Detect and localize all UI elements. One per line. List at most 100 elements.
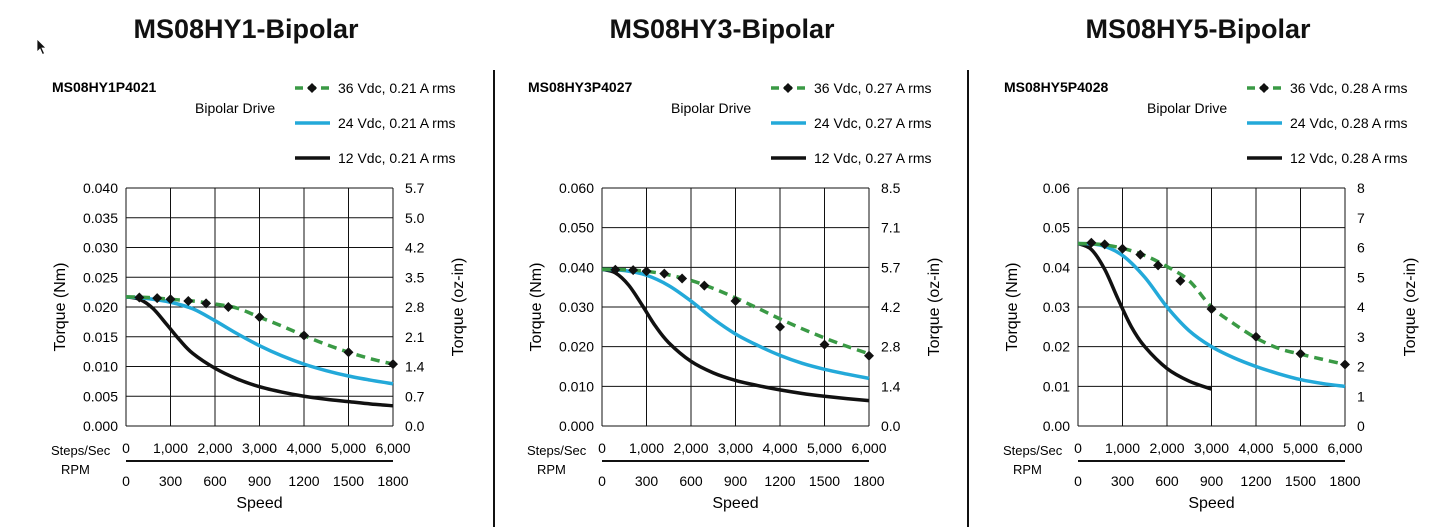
legend-label: 36 Vdc, 0.21 A rms bbox=[338, 80, 456, 96]
panel-title: MS08HY3-Bipolar bbox=[609, 14, 835, 44]
series-line bbox=[1077, 241, 1213, 391]
legend-label: 12 Vdc, 0.21 A rms bbox=[338, 150, 456, 166]
y2-tick-label: 2.8 bbox=[881, 339, 901, 355]
legend-marker bbox=[307, 83, 317, 93]
x-tick-label: 5,000 bbox=[807, 440, 842, 456]
legend-marker bbox=[783, 83, 793, 93]
x-tick-label: 0 bbox=[598, 440, 606, 456]
x-tick-label: 4,000 bbox=[286, 440, 321, 456]
y2-tick-label: 5.0 bbox=[405, 210, 425, 226]
y2-tick-label: 1.4 bbox=[405, 359, 425, 375]
y2-tick-label: 0.0 bbox=[881, 418, 901, 434]
y2-tick-label: 8 bbox=[1357, 180, 1365, 196]
data-point-marker bbox=[1295, 348, 1306, 359]
x-axis-label: Speed bbox=[236, 495, 282, 512]
y-tick-label: 0.010 bbox=[559, 378, 594, 394]
data-point-marker bbox=[165, 294, 176, 305]
data-point-marker bbox=[343, 347, 354, 358]
legend-label: 36 Vdc, 0.27 A rms bbox=[814, 80, 932, 96]
panel-divider bbox=[493, 70, 495, 527]
x-tick-label: 4,000 bbox=[762, 440, 797, 456]
legend-label: 36 Vdc, 0.28 A rms bbox=[1290, 80, 1408, 96]
chart-panel-ms08hy5: MS08HY5-Bipolar MS08HY5P4028 Bipolar Driv… bbox=[960, 0, 1436, 527]
data-point-marker bbox=[1175, 275, 1186, 286]
y-tick-label: 0.030 bbox=[559, 299, 594, 315]
x-tick-label: 3,000 bbox=[1194, 440, 1229, 456]
data-point-marker bbox=[1117, 243, 1128, 254]
x-tick-label: 5,000 bbox=[1283, 440, 1318, 456]
y2-tick-label: 5 bbox=[1357, 269, 1365, 285]
data-point-marker bbox=[201, 298, 212, 309]
x-axis-label: Speed bbox=[712, 495, 758, 512]
data-point-marker bbox=[610, 264, 621, 275]
y-tick-label: 0.035 bbox=[83, 210, 118, 226]
rpm-tick-label: 900 bbox=[724, 473, 748, 489]
chart-panel-ms08hy1: MS08HY1-Bipolar MS08HY1P4021 Bipolar Driv… bbox=[8, 0, 484, 527]
rpm-tick-label: 300 bbox=[1111, 473, 1135, 489]
rpm-tick-label: 600 bbox=[203, 473, 227, 489]
x-tick-label: 2,000 bbox=[197, 440, 232, 456]
rpm-tick-label: 1500 bbox=[1285, 473, 1316, 489]
y2-tick-label: 5.7 bbox=[405, 180, 425, 196]
y-tick-label: 0.060 bbox=[559, 180, 594, 196]
rpm-tick-label: 300 bbox=[635, 473, 659, 489]
rpm-tick-label: 1200 bbox=[1240, 473, 1271, 489]
series-line bbox=[601, 267, 870, 403]
y-tick-label: 0.015 bbox=[83, 329, 118, 345]
series-line bbox=[125, 295, 394, 408]
legend-label: 24 Vdc, 0.28 A rms bbox=[1290, 115, 1408, 131]
rpm-tick-label: 1800 bbox=[1329, 473, 1360, 489]
y-tick-label: 0.05 bbox=[1043, 220, 1070, 236]
y-tick-label: 0.025 bbox=[83, 269, 118, 285]
rpm-tick-label: 0 bbox=[598, 473, 606, 489]
x-row-label-steps: Steps/Sec bbox=[1003, 443, 1063, 458]
data-point-marker bbox=[659, 268, 670, 279]
chart-title: MS08HY1P4021 bbox=[52, 79, 157, 95]
x-tick-label: 0 bbox=[1074, 440, 1082, 456]
y-tick-label: 0.000 bbox=[559, 418, 594, 434]
x-tick-label: 1,000 bbox=[1105, 440, 1140, 456]
rpm-tick-label: 600 bbox=[1155, 473, 1179, 489]
y2-tick-label: 3.5 bbox=[405, 269, 425, 285]
rpm-tick-label: 1800 bbox=[853, 473, 884, 489]
legend-label: 24 Vdc, 0.27 A rms bbox=[814, 115, 932, 131]
y-tick-label: 0.005 bbox=[83, 388, 118, 404]
data-point-marker bbox=[1135, 249, 1146, 260]
y2-tick-label: 7.1 bbox=[881, 220, 901, 236]
y-tick-label: 0.03 bbox=[1043, 299, 1070, 315]
data-point-marker bbox=[183, 296, 194, 307]
y-tick-label: 0.02 bbox=[1043, 339, 1070, 355]
legend-marker bbox=[1259, 83, 1269, 93]
data-point-marker bbox=[254, 312, 265, 323]
chart-subtitle: Bipolar Drive bbox=[195, 100, 275, 116]
chart-title: MS08HY5P4028 bbox=[1004, 79, 1109, 95]
torque-chart-ms08hy5: MS08HY5P4028 Bipolar Drive 36 Vdc, 0.28 A … bbox=[1003, 79, 1419, 512]
y2-tick-label: 1 bbox=[1357, 388, 1365, 404]
rpm-tick-label: 600 bbox=[679, 473, 703, 489]
panel-title: MS08HY1-Bipolar bbox=[133, 14, 359, 44]
data-point-marker bbox=[775, 321, 785, 332]
chart-subtitle: Bipolar Drive bbox=[671, 100, 751, 116]
chart-title: MS08HY3P4027 bbox=[528, 79, 633, 95]
y2-tick-label: 6 bbox=[1357, 240, 1365, 256]
rpm-tick-label: 300 bbox=[159, 473, 183, 489]
data-point-marker bbox=[699, 280, 710, 291]
rpm-tick-label: 900 bbox=[248, 473, 272, 489]
y2-tick-label: 4 bbox=[1357, 299, 1365, 315]
panel-divider bbox=[967, 70, 969, 527]
y-tick-label: 0.040 bbox=[559, 259, 594, 275]
y2-tick-label: 0.7 bbox=[405, 388, 425, 404]
data-point-marker bbox=[1099, 239, 1110, 250]
data-point-marker bbox=[223, 302, 234, 312]
y2-tick-label: 2.1 bbox=[405, 329, 425, 345]
series-line bbox=[1077, 241, 1346, 389]
y2-tick-label: 1.4 bbox=[881, 378, 901, 394]
y-tick-label: 0.06 bbox=[1043, 180, 1070, 196]
y2-tick-label: 3 bbox=[1357, 329, 1365, 345]
x-tick-label: 3,000 bbox=[718, 440, 753, 456]
x-row-label-rpm: RPM bbox=[61, 462, 90, 477]
rpm-tick-label: 1800 bbox=[377, 473, 408, 489]
rpm-tick-label: 1200 bbox=[288, 473, 319, 489]
data-point-marker bbox=[388, 359, 398, 370]
x-tick-label: 1,000 bbox=[629, 440, 664, 456]
